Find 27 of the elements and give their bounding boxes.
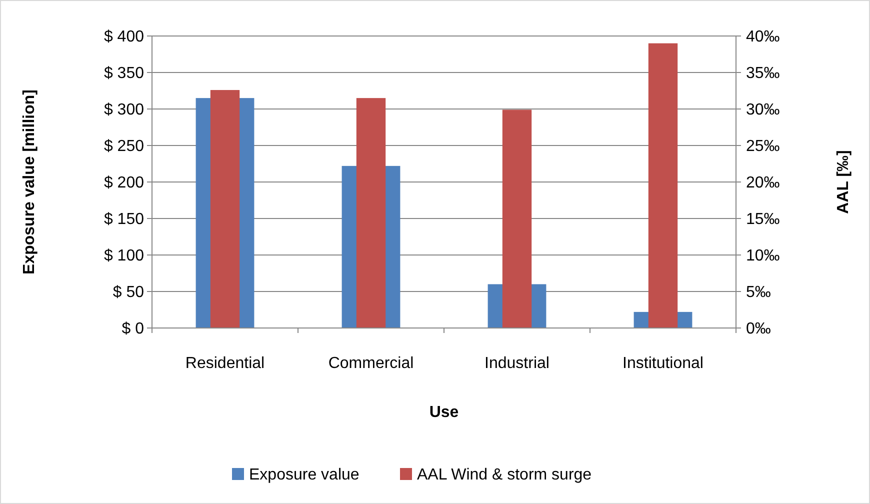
y2-tick-label: 15‰: [746, 211, 780, 228]
y2-tick-label: 30‰: [746, 102, 780, 119]
legend-label: Exposure value: [249, 466, 360, 484]
x-tick-label: Institutional: [622, 355, 704, 372]
y-tick-label: $ 200: [104, 174, 144, 192]
x-tick-label: Industrial: [484, 355, 550, 372]
x-tick-label: Residential: [185, 355, 265, 372]
y2-tick-label: 40‰: [746, 28, 780, 46]
y-tick-label: $ 150: [104, 211, 144, 228]
y2-tick-label: 35‰: [746, 65, 780, 82]
y2-tick-label: 5‰: [746, 284, 771, 302]
y-tick-label: $ 300: [104, 102, 144, 119]
y2-tick-label: 20‰: [746, 174, 780, 192]
legend-label: AAL Wind & storm surge: [417, 466, 592, 484]
y2-tick-label: 25‰: [746, 138, 780, 156]
y2-axis-title: AAL [‰]: [835, 150, 852, 214]
x-tick-label: Commercial: [328, 355, 414, 372]
y-tick-label: $ 250: [104, 138, 144, 156]
y2-tick-label: 0‰: [746, 320, 771, 338]
y2-tick-label: 10‰: [746, 248, 780, 265]
y-tick-label: $ 50: [112, 284, 144, 302]
y-tick-label: $ 350: [104, 65, 144, 82]
y-tick-label: $ 400: [104, 28, 144, 46]
y-tick-label: $ 0: [122, 320, 144, 338]
y-axis-title: Exposure value [million]: [21, 90, 38, 274]
x-axis-title: Use: [429, 404, 459, 421]
y-tick-label: $ 100: [104, 248, 144, 265]
